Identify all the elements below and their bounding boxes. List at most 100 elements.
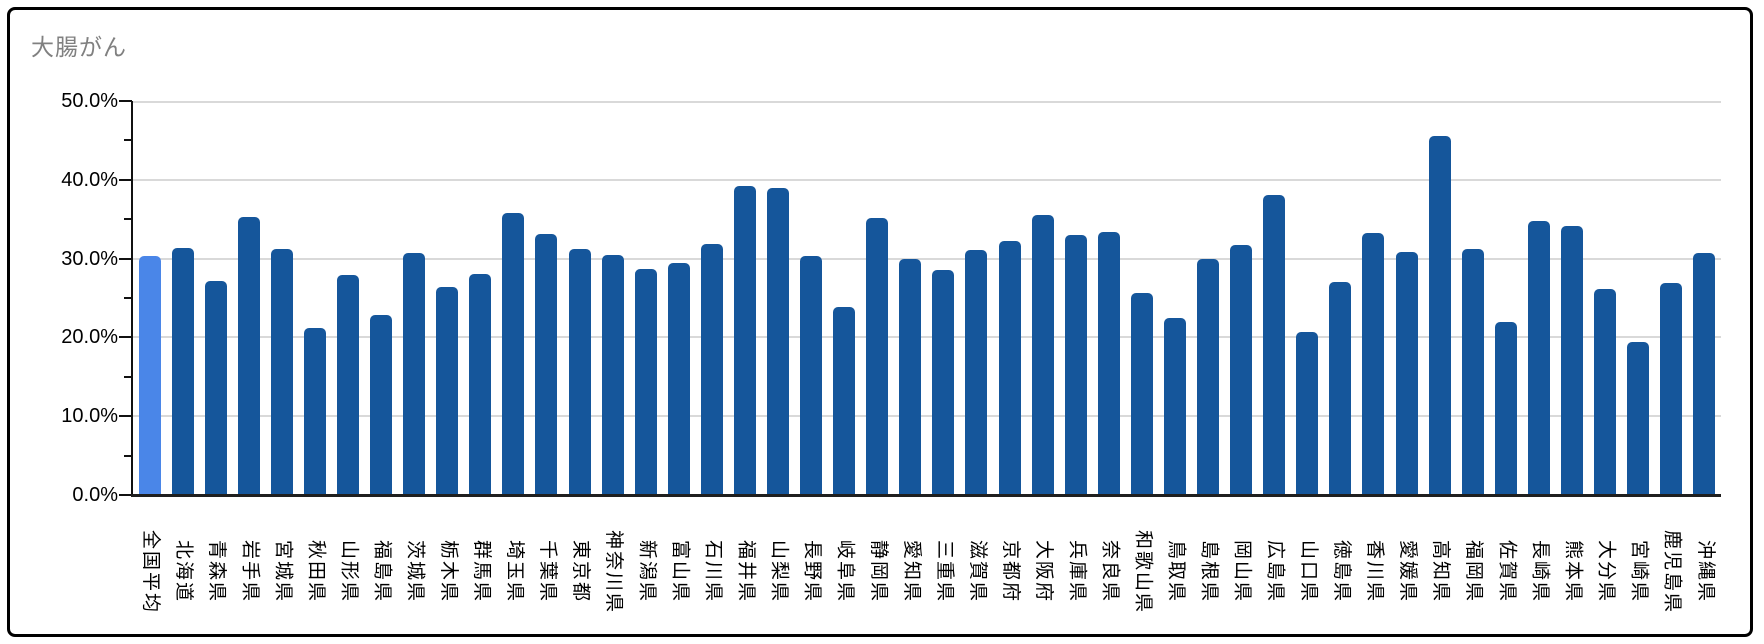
y-tick-major: [119, 178, 132, 181]
bar-slot: [695, 101, 728, 495]
bar-slot: [1125, 101, 1158, 495]
bars-layer: [133, 101, 1721, 495]
y-tick-minor: [124, 218, 132, 221]
bar-slot: [761, 101, 794, 495]
x-axis-label: 岡山県: [1231, 540, 1253, 604]
bar-沖縄県[interactable]: [1693, 253, 1716, 495]
bar-slot: [298, 101, 331, 495]
x-axis-label: 島根県: [1198, 540, 1220, 604]
bar-石川県[interactable]: [700, 244, 723, 495]
bar-鹿児島県[interactable]: [1660, 283, 1683, 495]
bar-全国平均[interactable]: [138, 256, 161, 495]
bar-slot: [662, 101, 695, 495]
x-axis-label: 長野県: [801, 540, 823, 604]
bar-鳥取県[interactable]: [1163, 317, 1186, 495]
bar-三重県[interactable]: [932, 270, 955, 495]
bar-slot: [1357, 101, 1390, 495]
bar-大分県[interactable]: [1593, 289, 1616, 495]
bar-福井県[interactable]: [733, 186, 756, 495]
bar-山形県[interactable]: [337, 275, 359, 495]
bar-福島県[interactable]: [370, 314, 393, 495]
bar-群馬県[interactable]: [469, 274, 492, 495]
bar-slot: [1192, 101, 1225, 495]
bar-大阪府[interactable]: [1031, 215, 1054, 495]
y-tick-major: [119, 415, 132, 418]
bar-宮城県[interactable]: [270, 249, 293, 495]
bar-slot: [232, 101, 265, 495]
x-axis-label: 鹿児島県: [1661, 529, 1683, 614]
x-axis-label: 山口県: [1297, 540, 1319, 604]
x-axis-label: 徳島県: [1330, 540, 1352, 604]
x-axis-label: 宮崎県: [1628, 540, 1650, 604]
bar-slot: [497, 101, 530, 495]
x-axis-label: 滋賀県: [967, 540, 989, 604]
y-tick-major: [119, 494, 132, 496]
bar-slot: [1655, 101, 1688, 495]
bar-香川県[interactable]: [1362, 233, 1385, 495]
bar-富山県[interactable]: [667, 262, 690, 495]
bar-山口県[interactable]: [1296, 331, 1319, 495]
x-axis-label: 富山県: [669, 540, 691, 604]
bar-青森県[interactable]: [204, 280, 227, 495]
bar-秋田県[interactable]: [303, 327, 326, 495]
bar-高知県[interactable]: [1428, 136, 1451, 495]
y-axis-tick-label: 10.0%: [61, 405, 118, 428]
bar-slot: [596, 101, 629, 495]
x-axis-label: 和歌山県: [1132, 529, 1154, 614]
bar-長崎県[interactable]: [1527, 220, 1550, 495]
y-axis-line: [131, 101, 133, 495]
bar-宮崎県[interactable]: [1627, 342, 1650, 495]
bar-slot: [1026, 101, 1059, 495]
bar-slot: [993, 101, 1026, 495]
y-axis-tick-label: 0.0%: [72, 484, 118, 506]
bar-京都府[interactable]: [998, 241, 1021, 495]
bar-岡山県[interactable]: [1230, 245, 1253, 495]
chart-frame: 大腸がん 50.0% 40.0% 30.0% 20.0% 10.0% 0.0%: [7, 7, 1753, 637]
x-axis-label: 新潟県: [636, 540, 658, 604]
bar-千葉県[interactable]: [535, 234, 558, 495]
bar-新潟県[interactable]: [634, 268, 657, 495]
bar-slot: [1324, 101, 1357, 495]
bar-slot: [728, 101, 761, 495]
x-axis-label: 石川県: [702, 540, 724, 604]
bar-広島県[interactable]: [1263, 194, 1286, 495]
bar-兵庫県[interactable]: [1064, 234, 1087, 495]
bar-島根県[interactable]: [1197, 259, 1220, 495]
bar-埼玉県[interactable]: [502, 212, 525, 495]
bar-和歌山県[interactable]: [1130, 293, 1153, 495]
bar-佐賀県[interactable]: [1494, 322, 1517, 495]
x-axis-labels: 全国平均 北海道 青森県 岩手県 宮城県 秋田県 山形県 福島県 茨城県 栃木県 群馬県 埼玉県 千葉県…: [133, 507, 1721, 637]
bar-slot: [199, 101, 232, 495]
bar-slot: [1588, 101, 1621, 495]
bar-長野県[interactable]: [800, 256, 823, 495]
bar-滋賀県[interactable]: [965, 249, 988, 495]
x-axis-label: 大阪府: [1033, 540, 1055, 604]
x-axis-label: 静岡県: [867, 540, 889, 604]
bar-北海道[interactable]: [171, 248, 194, 495]
bar-福岡県[interactable]: [1461, 249, 1484, 495]
chart-title: 大腸がん: [31, 34, 127, 60]
x-axis-label: 兵庫県: [1066, 540, 1088, 604]
bar-熊本県[interactable]: [1560, 225, 1583, 495]
bar-愛知県[interactable]: [899, 259, 922, 495]
x-axis-label: 神奈川県: [603, 529, 625, 614]
x-axis-label: 青森県: [206, 540, 228, 604]
x-axis-label: 岐阜県: [834, 540, 856, 604]
bar-slot: [133, 101, 166, 495]
bar-徳島県[interactable]: [1329, 282, 1352, 495]
bar-奈良県[interactable]: [1097, 231, 1120, 495]
x-axis-label: 鳥取県: [1165, 540, 1187, 604]
bar-愛媛県[interactable]: [1395, 251, 1418, 495]
bar-静岡県[interactable]: [866, 218, 889, 495]
bar-茨城県[interactable]: [403, 253, 426, 495]
bar-山梨県[interactable]: [767, 187, 790, 495]
bar-神奈川県[interactable]: [601, 254, 624, 495]
x-axis-label: 京都府: [1000, 540, 1022, 604]
gridline-50: [133, 101, 1721, 103]
bar-東京都[interactable]: [568, 249, 591, 495]
bar-岐阜県[interactable]: [833, 307, 856, 495]
bar-岩手県[interactable]: [237, 216, 260, 495]
bar-slot: [1522, 101, 1555, 495]
bar-slot: [398, 101, 431, 495]
bar-栃木県[interactable]: [436, 286, 459, 495]
